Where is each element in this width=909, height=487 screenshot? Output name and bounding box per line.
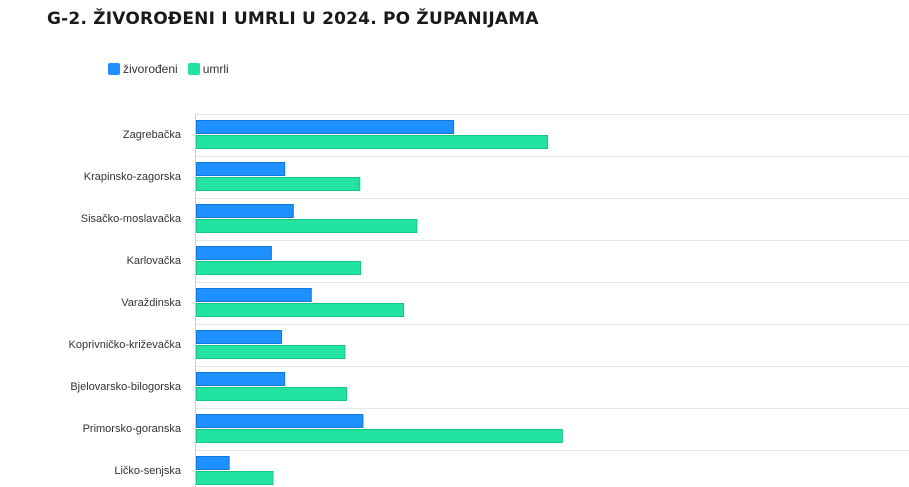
- bar-zivorodeni: [196, 246, 272, 260]
- bar-umrli: [196, 345, 346, 359]
- bar-zivorodeni: [196, 204, 294, 218]
- legend-item-zivorodeni[interactable]: živorođeni: [108, 62, 178, 76]
- bar-umrli: [196, 303, 405, 317]
- bar-umrli: [196, 177, 361, 191]
- category-label: Karlovačka: [127, 255, 182, 267]
- legend-label-zivorodeni: živorođeni: [123, 62, 178, 76]
- chart-title: G-2. ŽIVOROĐENI I UMRLI U 2024. PO ŽUPAN…: [47, 9, 539, 29]
- bar-zivorodeni: [196, 120, 455, 134]
- bar-zivorodeni: [196, 162, 286, 176]
- legend-item-umrli[interactable]: umrli: [187, 62, 229, 76]
- bar-umrli: [196, 387, 347, 401]
- bar-zivorodeni: [196, 288, 312, 302]
- bar-umrli: [196, 261, 362, 275]
- bar-umrli: [196, 135, 548, 149]
- category-label: Krapinsko-zagorska: [84, 171, 182, 183]
- category-label: Ličko-senjska: [114, 465, 182, 477]
- category-label: Varaždinska: [121, 297, 182, 309]
- legend-swatch-zivorodeni: [108, 63, 120, 75]
- category-label: Primorsko-goranska: [83, 423, 182, 435]
- bar-zivorodeni: [196, 414, 364, 428]
- category-label: Sisačko-moslavačka: [81, 213, 182, 225]
- chart-legend: živorođeni umrli: [108, 62, 239, 76]
- legend-swatch-umrli: [187, 63, 200, 75]
- category-label: Koprivničko-križevačka: [69, 339, 182, 351]
- legend-label-umrli: umrli: [202, 62, 229, 76]
- bar-umrli: [196, 471, 274, 485]
- bar-umrli: [196, 429, 563, 443]
- bar-umrli: [196, 219, 418, 233]
- bar-zivorodeni: [196, 330, 283, 344]
- category-label: Zagrebačka: [123, 129, 182, 141]
- bar-zivorodeni: [196, 372, 286, 386]
- category-label: Bjelovarsko-bilogorska: [70, 381, 182, 393]
- bar-zivorodeni: [196, 456, 230, 470]
